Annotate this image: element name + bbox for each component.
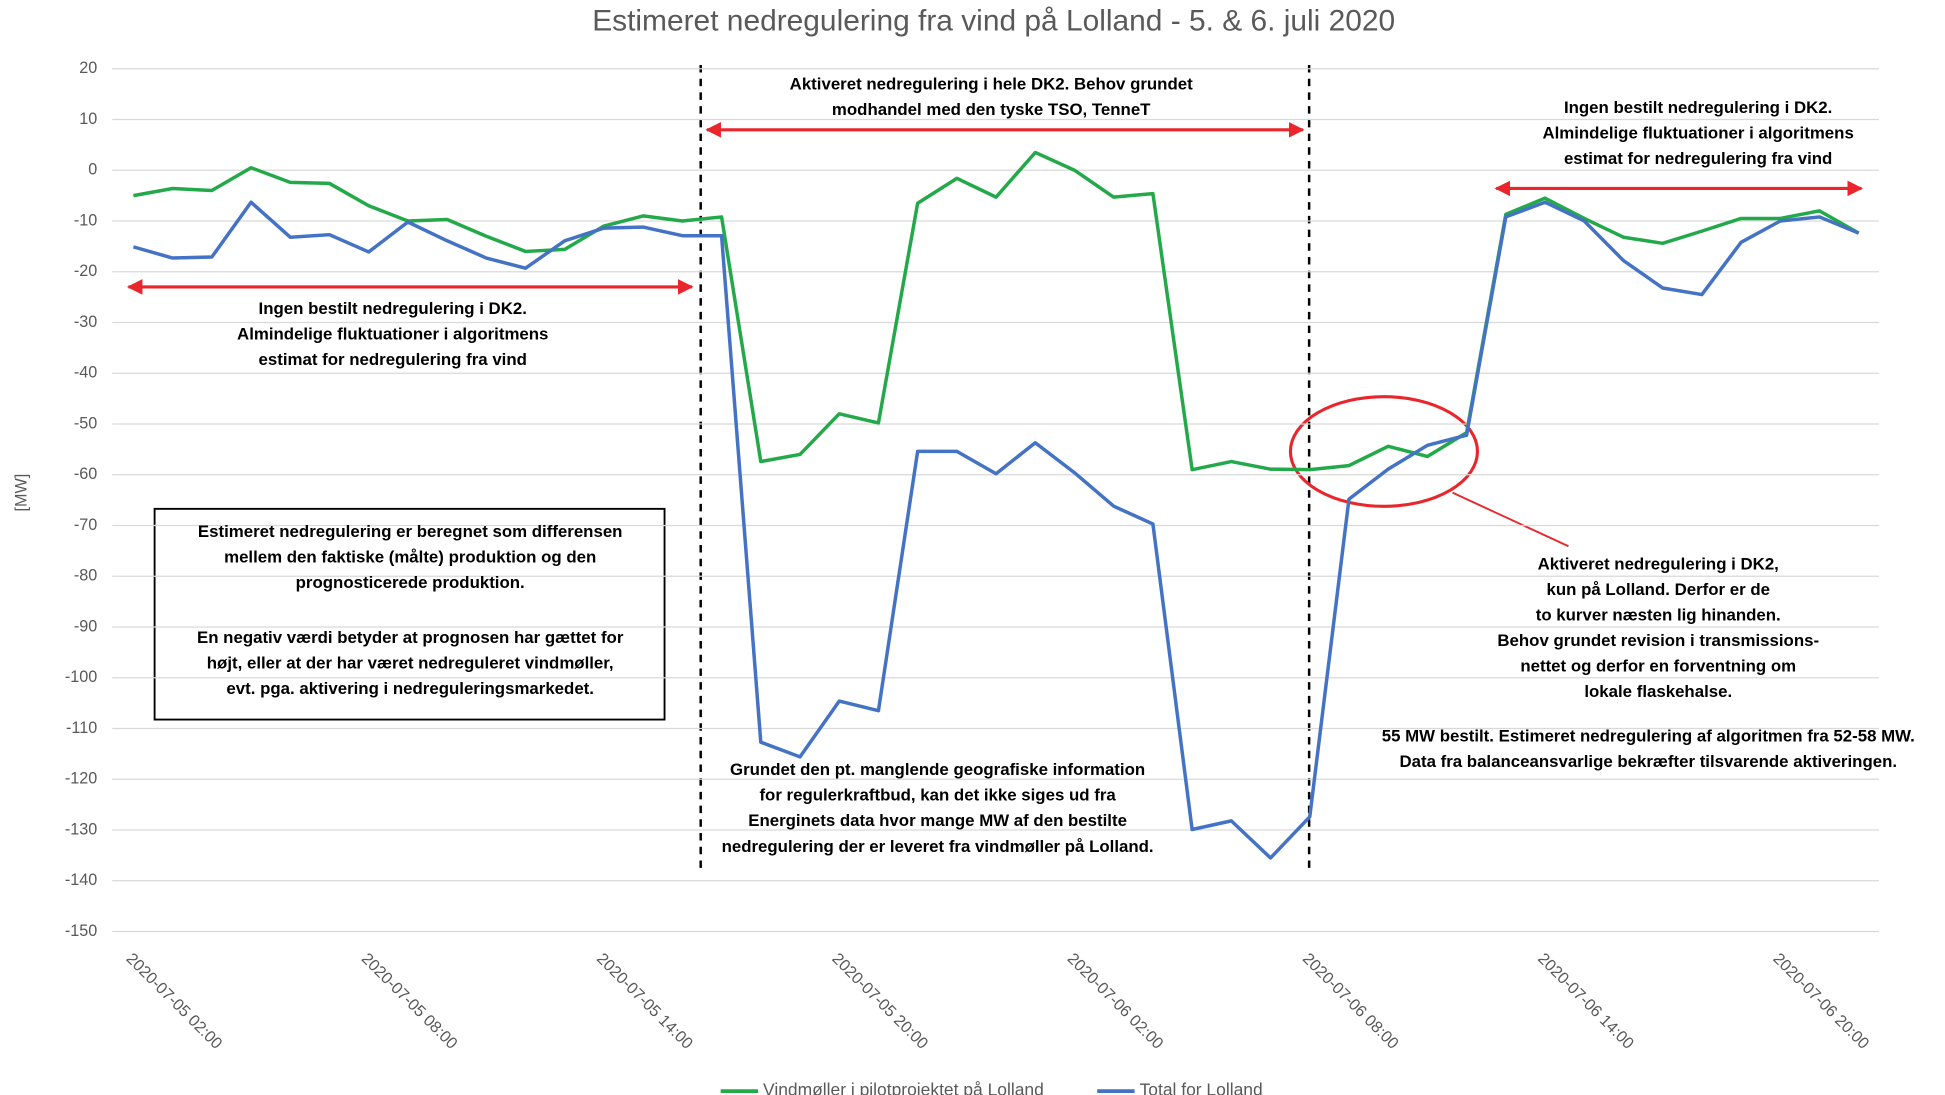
y-tick-label: 0 (88, 161, 97, 179)
legend-label: Vindmøller i pilotprojektet på Lolland (763, 1080, 1044, 1095)
series-line (132, 200, 1860, 860)
y-tick-label: -40 (74, 364, 97, 382)
annotation-text: for regulerkraftbud, kan det ikke siges … (759, 786, 1116, 805)
y-axis-label: [MW] (13, 474, 31, 512)
note-box (153, 507, 666, 721)
annotation-text: lokale flaskehalse. (1584, 682, 1732, 701)
annotation-text: 55 MW bestilt. Estimeret nedregulering a… (1382, 726, 1915, 745)
x-tick-label: 2020-07-05 08:00 (358, 950, 461, 1053)
y-tick-label: -30 (74, 313, 97, 331)
annotation-text: Ingen bestilt nedregulering i DK2. (259, 299, 527, 318)
annotation-text: Energinets data hvor mange MW af den bes… (748, 811, 1127, 830)
y-tick-label: -130 (65, 820, 97, 838)
annotation-text: nedregulering der er leveret fra vindmøl… (722, 837, 1154, 856)
y-tick-label: -60 (74, 465, 97, 483)
annotation-text: Aktiveret nedregulering i DK2, (1538, 554, 1779, 573)
annotation-text: En negativ værdi betyder at prognosen ha… (197, 628, 624, 647)
y-tick-label: -90 (74, 617, 97, 635)
y-tick-label: -50 (74, 414, 97, 432)
annotation-text: Behov grundet revision i transmissions- (1497, 631, 1819, 650)
annotation-text: Aktiveret nedregulering i hele DK2. Beho… (790, 74, 1193, 93)
y-tick-label: -70 (74, 516, 97, 534)
annotation-text: evt. pga. aktivering i nedreguleringsmar… (226, 679, 594, 698)
x-tick-label: 2020-07-06 20:00 (1769, 950, 1872, 1053)
y-tick-label: -110 (66, 719, 97, 737)
y-tick-label: -80 (74, 567, 97, 585)
pointer (1452, 491, 1569, 548)
annotation-text: estimat for nedregulering fra vind (259, 350, 527, 369)
x-tick-label: 2020-07-05 02:00 (123, 950, 226, 1053)
annotation-text: estimat for nedregulering fra vind (1564, 149, 1832, 168)
annotation-text: modhandel med den tyske TSO, TenneT (832, 100, 1151, 119)
highlight-ellipse (1288, 395, 1480, 508)
annotation-text: kun på Lolland. Derfor er de (1546, 580, 1769, 599)
x-tick-label: 2020-07-05 20:00 (828, 950, 931, 1053)
legend-label: Total for Lolland (1140, 1080, 1263, 1095)
chart-title: Estimeret nedregulering fra vind på Loll… (592, 5, 1395, 38)
y-tick-label: -10 (74, 211, 97, 229)
annotation-text: højt, eller at der har været nedregulere… (207, 654, 614, 673)
x-tick-label: 2020-07-06 08:00 (1299, 950, 1402, 1053)
annotation-text: Grundet den pt. manglende geografiske in… (730, 760, 1145, 779)
y-tick-label: 20 (79, 59, 97, 77)
x-tick-label: 2020-07-06 02:00 (1064, 950, 1167, 1053)
annotation-shapes (153, 64, 1569, 873)
annotation-text: Estimeret nedregulering er beregnet som … (198, 522, 623, 541)
y-tick-label: -100 (65, 668, 97, 686)
annotation-text: to kurver næsten lig hinanden. (1536, 606, 1781, 625)
annotation-text: Ingen bestilt nedregulering i DK2. (1564, 98, 1832, 117)
annotation-text: mellem den faktiske (målte) produktion o… (224, 548, 596, 567)
annotation-text: nettet og derfor en forventning om (1520, 657, 1796, 676)
annotation-text: Almindelige fluktuationer i algoritmens (237, 324, 548, 343)
y-tick-label: 10 (79, 110, 97, 128)
y-tick-label: -150 (65, 922, 97, 940)
series-line (133, 150, 1860, 472)
y-tick-label: -20 (74, 262, 97, 280)
annotation-text: Data fra balanceansvarlige bekræfter til… (1399, 752, 1897, 771)
y-tick-label: -140 (65, 871, 97, 889)
y-tick-label: -120 (65, 770, 97, 788)
annotation-text: prognosticerede produktion. (296, 573, 525, 592)
annotation-text: Almindelige fluktuationer i algoritmens (1542, 124, 1853, 143)
x-tick-label: 2020-07-05 14:00 (593, 950, 696, 1053)
x-tick-label: 2020-07-06 14:00 (1534, 950, 1637, 1053)
